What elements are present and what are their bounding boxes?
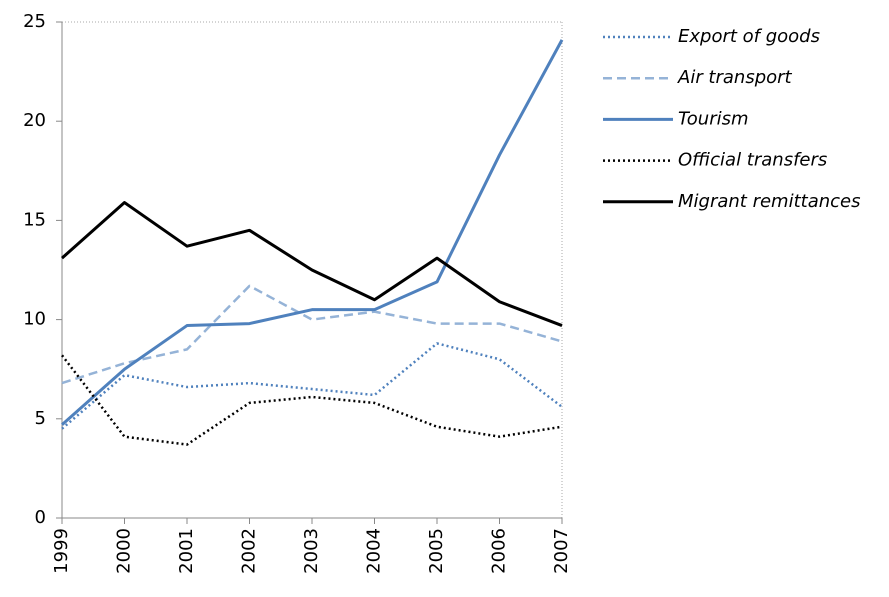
series-line [61,39,564,426]
x-tick-label: 2004 [364,528,385,574]
x-tick-label: 2001 [176,528,197,574]
x-tick-label: 2002 [239,528,260,574]
y-tick-label: 0 [35,507,46,528]
legend-label: Official transfers [678,150,827,171]
legend-label: Export of goods [678,26,820,47]
x-tick-label: 2007 [551,528,572,574]
legend-label: Migrant remittances [678,191,861,212]
series-line [61,284,563,385]
y-tick-label: 10 [23,309,46,330]
y-tick-label: 25 [23,11,46,32]
series-line [61,342,563,430]
series-line [61,201,563,327]
y-tick-label: 20 [23,110,46,131]
x-tick-label: 1999 [51,528,72,574]
x-tick-label: 2000 [114,528,135,574]
x-tick-label: 2005 [426,528,447,574]
legend-label: Tourism [678,108,749,129]
x-tick-label: 2003 [301,528,322,574]
x-tick-label: 2006 [489,528,510,574]
legend-label: Air transport [677,67,793,88]
y-tick-label: 5 [35,408,46,429]
y-tick-label: 15 [23,209,46,230]
series-line [61,354,563,446]
